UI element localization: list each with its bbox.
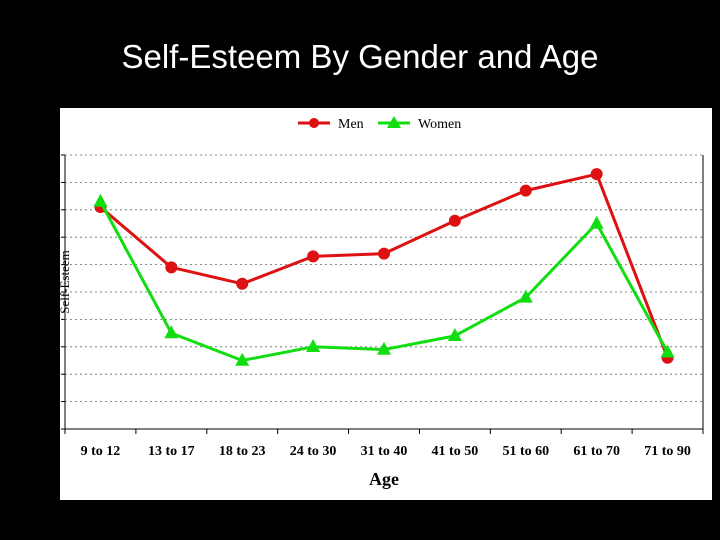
y-tick-label: 3.90 [27,175,48,190]
data-point-men [519,184,532,197]
x-axis-label: Age [369,469,399,489]
legend-label-women: Women [418,117,461,132]
data-point-men [590,168,603,181]
x-tick-label: 9 to 12 [81,444,121,459]
line-chart: 9 to 12 13 to 17 18 to 23 24 to 30 31 to 40 4… [61,116,704,489]
data-point-women [306,339,321,352]
y-tick-label: 3.60 [27,257,48,272]
y-tick-label: 3.20 [27,367,48,382]
data-point-men [307,250,320,263]
data-point-men [165,261,178,274]
data-point-women [518,289,533,303]
y-tick-label: 4.00 [27,148,48,162]
y-tick-label: 3.50 [27,285,48,299]
data-point-women [164,325,179,339]
data-point-women [447,328,462,342]
y-tick-label: 3.10 [27,394,48,409]
x-tick-label: 31 to 40 [361,444,408,459]
y-tick-label: 3.00 [27,422,48,436]
legend-label-men: Men [338,117,364,132]
data-point-women [235,352,250,366]
series-line-women [99,200,669,362]
data-point-women [660,344,675,358]
y-tick-label: 3.30 [27,339,48,354]
data-point-men [236,277,249,290]
data-point-women [589,215,604,229]
data-point-women [93,193,108,207]
x-tick-label: 18 to 23 [219,444,266,459]
data-point-men [448,214,461,227]
data-point-women [377,341,391,355]
x-tick-label: 71 to 90 [644,444,691,459]
x-tick-label: 13 to 17 [148,444,195,459]
x-tick-label: 24 to 30 [290,444,337,459]
legend-marker-women [387,116,401,128]
series-line-men [99,172,669,359]
x-tick-label: 41 to 50 [432,444,479,459]
x-tick-label: 51 to 60 [502,444,549,459]
y-tick-label: 3.40 [27,312,48,327]
y-tick-label: 3.70 [27,230,48,245]
data-point-men [378,247,390,260]
y-tick-label: 3.80 [27,202,48,217]
slide-title: Self-Esteem By Gender and Age [121,38,599,75]
y-axis-label: Self-Esteem [57,250,72,314]
x-tick-label: 61 to 70 [573,444,620,459]
chart-area: 9 to 12 13 to 17 18 to 23 24 to 30 31 to 40 4… [60,108,712,500]
legend-marker-men [309,118,319,128]
